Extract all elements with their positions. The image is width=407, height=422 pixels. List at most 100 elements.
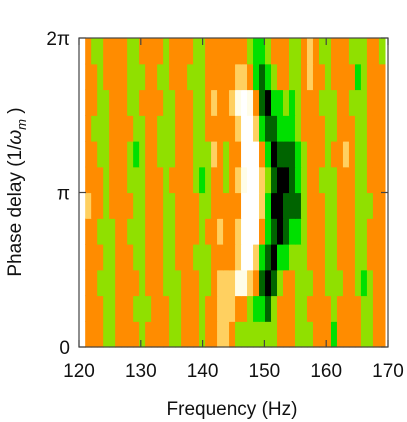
heatmap-cell bbox=[205, 218, 212, 245]
heatmap-cell bbox=[145, 89, 152, 116]
y-axis-label-omega: ω bbox=[5, 130, 26, 145]
heatmap-cell bbox=[169, 89, 176, 116]
heatmap-cell bbox=[205, 115, 212, 142]
heatmap-cell bbox=[265, 89, 272, 116]
heatmap-cell bbox=[217, 166, 224, 194]
heatmap-cell bbox=[115, 141, 122, 168]
heatmap-cell bbox=[241, 141, 248, 168]
heatmap-cell bbox=[133, 63, 140, 91]
heatmap-cell bbox=[175, 63, 182, 91]
heatmap-cell bbox=[199, 295, 206, 322]
heatmap-cell bbox=[229, 115, 236, 142]
heatmap-cell bbox=[211, 321, 218, 348]
heatmap-cell bbox=[181, 192, 188, 219]
heatmap-cell bbox=[121, 166, 128, 194]
heatmap-cell bbox=[277, 115, 284, 142]
heatmap-cell bbox=[294, 244, 302, 271]
heatmap-cell bbox=[283, 244, 290, 271]
heatmap-cell bbox=[265, 295, 272, 322]
heatmap-cell bbox=[199, 89, 206, 116]
heatmap-cell bbox=[85, 115, 92, 142]
heatmap-cell bbox=[289, 166, 296, 194]
heatmap-cell bbox=[109, 63, 116, 91]
heatmap-cell bbox=[187, 115, 194, 142]
heatmap-cell bbox=[169, 38, 176, 65]
y-tick-label: 0 bbox=[59, 338, 70, 359]
heatmap-cell bbox=[312, 63, 320, 91]
heatmap-cell bbox=[283, 218, 290, 245]
heatmap-cell bbox=[139, 63, 146, 91]
heatmap-cell bbox=[169, 63, 176, 91]
heatmap-cell bbox=[145, 38, 152, 65]
heatmap-cell bbox=[217, 89, 224, 116]
x-tick-label: 120 bbox=[63, 361, 95, 382]
heatmap-cell bbox=[241, 321, 248, 348]
heatmap-cell bbox=[372, 63, 380, 91]
heatmap-cell bbox=[133, 244, 140, 271]
heatmap-cell bbox=[175, 244, 182, 271]
heatmap-cell bbox=[145, 192, 152, 219]
heatmap-cell bbox=[205, 321, 212, 348]
heatmap-cell bbox=[253, 115, 260, 142]
heatmap-cell bbox=[366, 63, 374, 91]
heatmap-cell bbox=[312, 89, 320, 116]
heatmap-cell bbox=[187, 89, 194, 116]
heatmap-cell bbox=[193, 89, 200, 116]
heatmap-cell bbox=[354, 141, 362, 168]
heatmap-cell bbox=[294, 141, 302, 168]
heatmap-cell bbox=[372, 166, 380, 194]
heatmap-cell bbox=[378, 321, 386, 348]
heatmap-cell bbox=[127, 115, 134, 142]
heatmap-cell bbox=[139, 38, 146, 65]
heatmap-cell bbox=[294, 38, 302, 65]
heatmap-cell bbox=[235, 218, 242, 245]
heatmap-cell bbox=[169, 295, 176, 322]
heatmap-cell bbox=[360, 218, 368, 245]
heatmap-cell bbox=[378, 38, 386, 65]
heatmap-cell bbox=[253, 89, 260, 116]
heatmap-cell bbox=[259, 115, 266, 142]
heatmap-cell bbox=[283, 192, 290, 219]
heatmap-cell bbox=[229, 89, 236, 116]
heatmap-cell bbox=[109, 166, 116, 194]
heatmap-cell bbox=[115, 115, 122, 142]
heatmap-cell bbox=[175, 192, 182, 219]
heatmap-cell bbox=[181, 63, 188, 91]
heatmap-cell bbox=[175, 38, 182, 65]
heatmap-cell bbox=[127, 38, 134, 65]
heatmap-cell bbox=[127, 269, 134, 297]
heatmap-cell bbox=[199, 38, 206, 65]
heatmap-cell bbox=[259, 295, 266, 322]
heatmap-cell bbox=[157, 218, 164, 245]
heatmap-cell bbox=[366, 321, 374, 348]
heatmap-cell bbox=[103, 321, 110, 348]
heatmap-cell bbox=[378, 63, 386, 91]
heatmap-cell bbox=[372, 38, 380, 65]
heatmap-cell bbox=[366, 192, 374, 219]
heatmap-cell bbox=[336, 63, 344, 91]
heatmap-cell bbox=[205, 295, 212, 322]
heatmap-cell bbox=[223, 244, 230, 271]
heatmap-cell bbox=[211, 192, 218, 219]
heatmap-cell bbox=[103, 166, 110, 194]
x-tick-label: 170 bbox=[372, 361, 404, 382]
heatmap-cell bbox=[229, 141, 236, 168]
heatmap-cell bbox=[283, 321, 290, 348]
heatmap-cell bbox=[247, 244, 254, 271]
y-tick-label: 2π bbox=[46, 29, 70, 50]
heatmap-cell bbox=[199, 218, 206, 245]
heatmap-cell bbox=[187, 192, 194, 219]
heatmap-cell bbox=[211, 63, 218, 91]
heatmap-cell bbox=[360, 166, 368, 194]
heatmap-cell bbox=[342, 89, 350, 116]
heatmap-cell bbox=[223, 321, 230, 348]
heatmap-cell bbox=[157, 89, 164, 116]
heatmap-cell bbox=[139, 218, 146, 245]
heatmap-cell bbox=[181, 295, 188, 322]
heatmap-cell bbox=[109, 321, 116, 348]
heatmap-cell bbox=[318, 244, 326, 271]
heatmap-cell bbox=[229, 38, 236, 65]
heatmap-cell bbox=[336, 269, 344, 297]
heatmap-cell bbox=[217, 115, 224, 142]
heatmap-cell bbox=[318, 38, 326, 65]
